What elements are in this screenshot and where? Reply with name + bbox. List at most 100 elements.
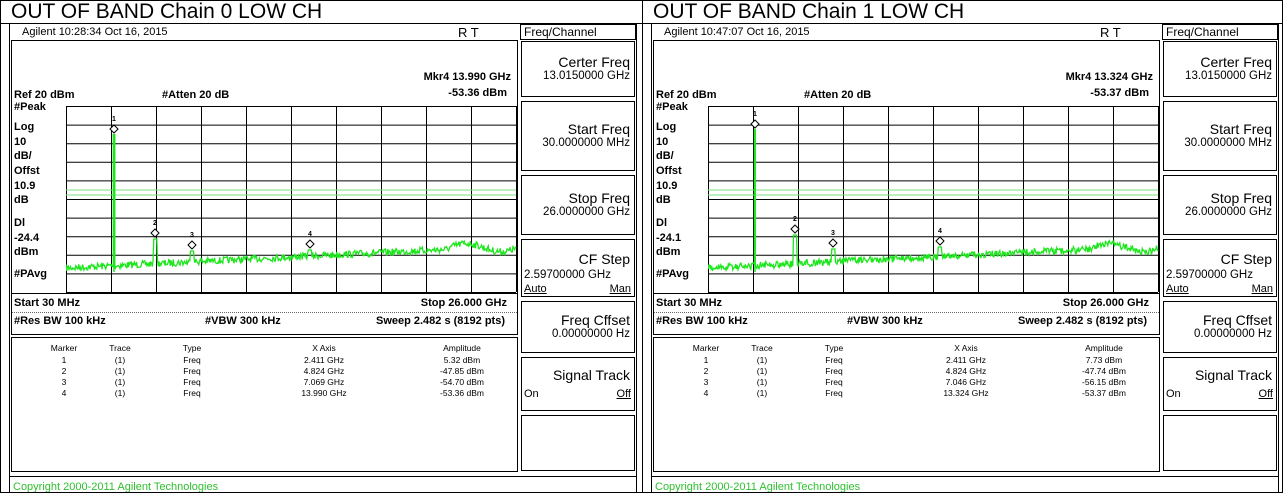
- table-cell: Freq: [825, 377, 843, 387]
- table-cell: 2.411 GHz: [303, 355, 345, 365]
- table-cell: (1): [114, 366, 126, 376]
- softkey-value: 2.59700000 GHz: [1166, 269, 1253, 281]
- side-label: Offst: [14, 165, 40, 177]
- marker-number: 4: [938, 228, 942, 235]
- side-label: #Peak: [656, 101, 688, 113]
- side-label: -24.1: [656, 232, 682, 244]
- softkey-option: Man: [609, 283, 631, 295]
- table-header: X Axis: [954, 343, 978, 353]
- marker-readout: -53.36 dBm: [448, 87, 507, 99]
- side-label: dBm: [14, 246, 39, 258]
- softkey-value: 13.0150000 GHz: [1185, 70, 1272, 82]
- start-freq: Start 30 MHz: [656, 297, 723, 309]
- table-cell: 2: [703, 366, 709, 376]
- marker-table: Marker Trace Type X Axis Amplitude 1 (1) Freq 2.…: [11, 337, 518, 472]
- softkey[interactable]: Signal Track On Off: [521, 357, 635, 411]
- table-cell: -47.74 dBm: [1082, 366, 1126, 376]
- table-cell: 13.990 GHz: [301, 388, 347, 398]
- res-bw: #Res BW 100 kHz: [14, 315, 106, 327]
- ref-level: Ref 20 dBm: [14, 89, 75, 101]
- softkey-label: Start Freq: [567, 121, 630, 137]
- sweep: Sweep 2.482 s (8192 pts): [1017, 315, 1147, 327]
- marker-number: 4: [308, 231, 312, 238]
- side-label: 10: [14, 136, 27, 148]
- softkey-label: CF Step: [1220, 251, 1272, 267]
- marker-readout: Mkr4 13.990 GHz: [423, 71, 511, 83]
- softkey-label: Freq Cffset: [561, 312, 630, 328]
- table-header: Marker: [692, 343, 720, 353]
- softkey[interactable]: Signal Track On Off: [1163, 357, 1277, 411]
- table-cell: Freq: [183, 355, 201, 365]
- softkey[interactable]: Freq Cffset 0.00000000 Hz: [521, 301, 635, 353]
- heading-rule: [1, 23, 642, 24]
- side-label: #PAvg: [14, 268, 48, 280]
- marker-diamond: [750, 119, 760, 129]
- panel: OUT OF BAND Chain 0 LOW CH Agilent 10:28:…: [1, 0, 642, 493]
- table-cell: 4: [61, 388, 67, 398]
- softkey-label: Start Freq: [1209, 121, 1272, 137]
- marker-diamond: [150, 228, 160, 238]
- marker-number: 2: [793, 216, 797, 223]
- table-cell: 1: [703, 355, 709, 365]
- marker-readout: -53.37 dBm: [1090, 87, 1149, 99]
- softkey-value: 13.0150000 GHz: [543, 70, 630, 82]
- graph-area: Mkr4 13.324 GHz -53.37 dBm Ref 20 dBm #Atte…: [653, 40, 1160, 335]
- softkey-label: Signal Track: [552, 367, 630, 383]
- softkey-label: Stop Freq: [568, 190, 630, 206]
- divider: [12, 312, 517, 313]
- marker-readout: Mkr4 13.324 GHz: [1065, 71, 1153, 83]
- softkey[interactable]: Certer Freq 13.0150000 GHz: [521, 41, 635, 97]
- softkey[interactable]: Stop Freq 26.0000000 GHz: [1163, 175, 1277, 235]
- softkey[interactable]: Start Freq 30.0000000 MHz: [521, 101, 635, 171]
- table-cell: Freq: [183, 388, 201, 398]
- softkey[interactable]: Stop Freq 26.0000000 GHz: [521, 175, 635, 235]
- divider: [654, 312, 1159, 313]
- softkey[interactable]: Start Freq 30.0000000 MHz: [1163, 101, 1277, 171]
- panel: OUT OF BAND Chain 1 LOW CH Agilent 10:47:…: [642, 0, 1282, 492]
- trace-plot: 1 2 3 4: [66, 106, 517, 293]
- softkey[interactable]: [1163, 415, 1277, 471]
- heading-rule: [643, 23, 1282, 24]
- table-cell: 2.411 GHz: [945, 355, 987, 365]
- softkey[interactable]: Freq Cffset 0.00000000 Hz: [1163, 301, 1277, 353]
- table-cell: -53.36 dBm: [440, 388, 484, 398]
- table-cell: Freq: [825, 355, 843, 365]
- table-cell: (1): [756, 366, 768, 376]
- table-cell: Freq: [183, 377, 201, 387]
- copyright-bar: [10, 476, 636, 492]
- table-cell: 4.824 GHz: [945, 366, 987, 376]
- table-header: Trace: [751, 343, 773, 353]
- side-label: 10: [656, 136, 669, 148]
- table-header: Type: [182, 343, 202, 353]
- marker-number: 3: [831, 230, 835, 237]
- softkey[interactable]: CF Step 2.59700000 GHz Auto Man: [521, 239, 635, 297]
- marker-number: 1: [753, 111, 757, 118]
- softkey[interactable]: [521, 415, 635, 471]
- table-cell: -54.70 dBm: [440, 377, 484, 387]
- softkey-option: Auto: [1166, 283, 1189, 295]
- table-header: Amplitude: [443, 343, 481, 353]
- softkey-value: 0.00000000 Hz: [1193, 328, 1272, 340]
- table-cell: (1): [114, 388, 126, 398]
- status-bar: Agilent 10:28:34 Oct 16, 2015: [22, 26, 168, 38]
- softkey-option: Auto: [524, 283, 547, 295]
- softkey[interactable]: Certer Freq 13.0150000 GHz: [1163, 41, 1277, 97]
- copyright: Copyright 2000-2011 Agilent Technologies: [13, 481, 219, 493]
- table-cell: -56.15 dBm: [1082, 377, 1126, 387]
- panel-heading: OUT OF BAND Chain 0 LOW CH: [11, 0, 323, 23]
- softkey[interactable]: CF Step 2.59700000 GHz Auto Man: [1163, 239, 1277, 297]
- softkey-label: Signal Track: [1194, 367, 1272, 383]
- softkey-label: Certer Freq: [1200, 54, 1272, 70]
- softkey-label: Certer Freq: [558, 54, 630, 70]
- side-label: dBm: [656, 246, 681, 258]
- softkey-option: Off: [616, 388, 631, 400]
- divider: [12, 293, 517, 294]
- panel-heading: OUT OF BAND Chain 1 LOW CH: [653, 0, 965, 23]
- attenuation: #Atten 20 dB: [804, 89, 872, 101]
- side-label: dB: [14, 194, 29, 206]
- attenuation: #Atten 20 dB: [162, 89, 230, 101]
- table-header: Type: [824, 343, 844, 353]
- table-cell: 13.324 GHz: [943, 388, 989, 398]
- start-freq: Start 30 MHz: [14, 297, 81, 309]
